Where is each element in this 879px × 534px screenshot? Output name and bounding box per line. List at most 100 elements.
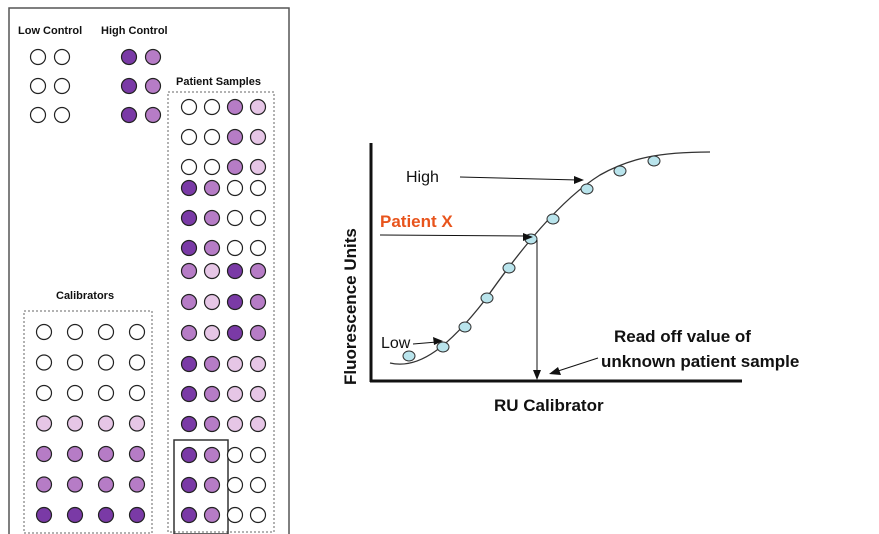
calibrator-well bbox=[35, 415, 53, 432]
calibrator-point bbox=[647, 155, 661, 167]
calibrator-point bbox=[458, 321, 472, 333]
patient-sample-well bbox=[203, 415, 221, 433]
patient-sample-well bbox=[203, 446, 221, 464]
high-control-well bbox=[144, 48, 162, 66]
low-control-well bbox=[29, 48, 47, 66]
calibrator-well bbox=[35, 506, 53, 524]
patient-sample-well bbox=[249, 476, 267, 494]
patient-sample-well bbox=[226, 324, 244, 342]
patient-sample-well bbox=[203, 262, 221, 280]
drop-arrow-head bbox=[533, 370, 541, 380]
patient-sample-well bbox=[249, 415, 267, 433]
calibrator-point bbox=[580, 183, 594, 195]
high-control-well bbox=[120, 77, 138, 95]
low-control-well bbox=[29, 77, 47, 95]
read-off-arrow bbox=[554, 357, 599, 373]
calibrator-point bbox=[613, 165, 627, 177]
patient-sample-well bbox=[249, 239, 267, 257]
patient-sample-well bbox=[249, 324, 267, 342]
patient-samples-label: Patient Samples bbox=[176, 76, 261, 88]
high-control-well bbox=[144, 77, 162, 95]
patient-sample-well bbox=[249, 128, 267, 146]
calibrator-well bbox=[128, 506, 146, 524]
patient-sample-well bbox=[249, 506, 267, 524]
patient-sample-well bbox=[249, 209, 267, 227]
patient-sample-well bbox=[226, 506, 244, 524]
patient-sample-well bbox=[180, 324, 198, 342]
patient-sample-well bbox=[203, 355, 221, 373]
patient-arrow-head bbox=[523, 233, 533, 241]
read-off-line-2: unknown patient sample bbox=[601, 352, 799, 371]
calibrator-point bbox=[402, 350, 416, 362]
calibrator-well bbox=[66, 476, 84, 493]
patient-sample-well bbox=[226, 209, 244, 227]
wells-group bbox=[29, 48, 267, 524]
low-arrow bbox=[412, 341, 438, 345]
calibrators-box bbox=[23, 310, 153, 534]
patient-horizontal-line bbox=[379, 234, 528, 237]
calibrator-well bbox=[66, 354, 84, 371]
patient-sample-well bbox=[180, 446, 198, 464]
patient-sample-well bbox=[203, 209, 221, 227]
patient-sample-well bbox=[203, 239, 221, 257]
high-control-well bbox=[120, 48, 138, 66]
calibrator-point bbox=[480, 292, 494, 304]
patient-sample-well bbox=[203, 506, 221, 524]
calibrator-well bbox=[66, 415, 84, 432]
patient-x-label: Patient X bbox=[380, 212, 453, 231]
patient-sample-well bbox=[180, 415, 198, 433]
patient-sample-well bbox=[203, 179, 221, 197]
high-label: High bbox=[406, 169, 439, 186]
low-control-label: Low Control bbox=[18, 25, 82, 37]
patient-sample-well bbox=[226, 446, 244, 464]
patient-sample-well bbox=[249, 262, 267, 280]
patient-sample-well bbox=[180, 385, 198, 403]
sigmoid-curve bbox=[389, 151, 711, 365]
low-label: Low bbox=[381, 335, 411, 352]
patient-sample-well bbox=[180, 158, 198, 176]
patient-sample-well bbox=[249, 158, 267, 176]
calibrator-point bbox=[546, 213, 560, 225]
calibrator-well bbox=[128, 415, 146, 432]
patient-sample-well bbox=[249, 98, 267, 116]
patient-sample-well bbox=[180, 98, 198, 116]
patient-sample-well bbox=[180, 293, 198, 311]
patient-sample-well bbox=[203, 158, 221, 176]
low-control-well bbox=[53, 77, 71, 95]
calibrator-well bbox=[97, 384, 115, 402]
calibrator-well bbox=[35, 354, 53, 371]
patient-sample-well bbox=[203, 128, 221, 146]
standard-curve-panel: Fluorescence Units RU Calibrator High Pa… bbox=[341, 143, 799, 415]
patient-sample-well bbox=[180, 476, 198, 494]
y-axis-label: Fluorescence Units bbox=[341, 228, 360, 385]
high-arrow bbox=[459, 176, 579, 181]
read-off-line-1: Read off value of bbox=[614, 327, 751, 346]
calibrator-well bbox=[128, 476, 146, 493]
calibrator-well bbox=[128, 354, 146, 371]
patient-sample-well bbox=[226, 98, 244, 116]
calibrators-label: Calibrators bbox=[56, 290, 114, 302]
high-control-well bbox=[120, 106, 138, 124]
patient-sample-well bbox=[226, 355, 244, 373]
calibrator-well bbox=[97, 323, 115, 341]
high-arrow-head bbox=[574, 176, 584, 184]
calibrator-point bbox=[436, 341, 450, 353]
low-control-well bbox=[29, 106, 47, 124]
patient-sample-well bbox=[226, 262, 244, 280]
low-control-well bbox=[53, 106, 71, 124]
patient-sample-well bbox=[203, 385, 221, 403]
patient-sample-well bbox=[203, 324, 221, 342]
patient-sample-well bbox=[226, 239, 244, 257]
patient-sample-well bbox=[226, 293, 244, 311]
calibrator-well bbox=[128, 445, 146, 463]
calibrator-well bbox=[66, 323, 84, 341]
calibrator-well bbox=[35, 384, 53, 402]
patient-sample-well bbox=[226, 128, 244, 146]
patient-sample-well bbox=[180, 506, 198, 524]
patient-sample-well bbox=[249, 179, 267, 197]
calibrator-point bbox=[502, 262, 516, 274]
calibrator-well bbox=[97, 476, 115, 493]
patient-samples-box bbox=[167, 91, 275, 533]
low-arrow-head bbox=[433, 337, 443, 345]
